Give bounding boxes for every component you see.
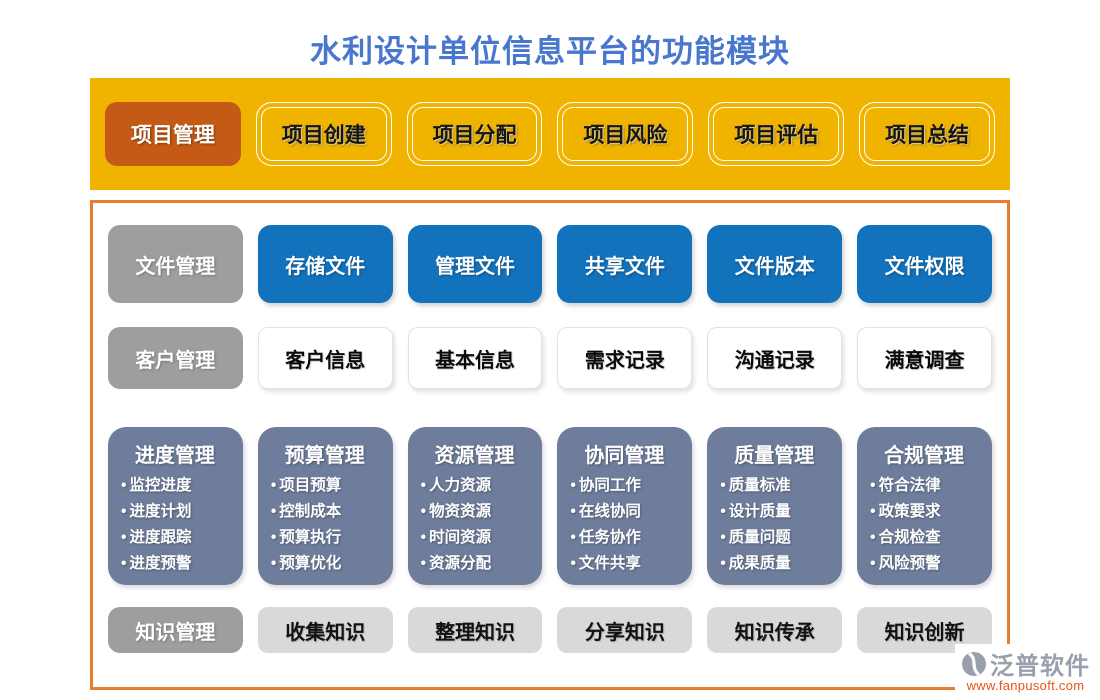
- row-label-knowledge-management[interactable]: 知识管理: [108, 607, 243, 653]
- panel-title: 协同管理: [584, 445, 665, 467]
- btn-file-permissions[interactable]: 文件权限: [857, 225, 992, 303]
- btn-knowledge-innovation[interactable]: 知识创新: [857, 607, 992, 653]
- panel-item: 在线协同: [570, 499, 688, 525]
- panel-item: 资源分配: [421, 551, 539, 577]
- panel-item: 风险预警: [870, 551, 988, 577]
- panel-item: 物资资源: [421, 499, 539, 525]
- panel-item: 预算执行: [271, 525, 389, 551]
- panel-item: 预算优化: [271, 551, 389, 577]
- panel-resource-management[interactable]: 资源管理 人力资源 物资资源 时间资源 资源分配: [407, 427, 543, 585]
- logo-name: 泛普软件: [990, 654, 1090, 680]
- btn-store-files[interactable]: 存储文件: [257, 225, 393, 303]
- panel-item: 监控进度: [121, 473, 239, 499]
- panel-item: 成果质量: [720, 551, 838, 577]
- panel-title: 资源管理: [434, 445, 515, 467]
- panel-item: 文件共享: [570, 551, 688, 577]
- panel-item: 合规检查: [870, 525, 988, 551]
- page-title: 水利设计单位信息平台的功能模块: [310, 34, 790, 69]
- panel-title: 进度管理: [134, 445, 215, 467]
- fanpu-logo-icon: [961, 651, 987, 677]
- panel-collaboration-management[interactable]: 协同管理 协同工作 在线协同 任务协作 文件共享: [557, 427, 693, 585]
- panel-budget-management[interactable]: 预算管理 项目预算 控制成本 预算执行 预算优化: [257, 427, 393, 585]
- btn-collect-knowledge[interactable]: 收集知识: [257, 607, 393, 653]
- panel-item: 协同工作: [570, 473, 688, 499]
- file-management-row: 文件管理 存储文件 管理文件 共享文件 文件版本 文件权限: [108, 225, 992, 303]
- row-label-file-management[interactable]: 文件管理: [108, 225, 243, 303]
- btn-manage-files[interactable]: 管理文件: [407, 225, 543, 303]
- sub-module-panels: 进度管理 监控进度 进度计划 进度跟踪 进度预警 预算管理 项目预算 控制成本 …: [108, 427, 992, 585]
- panel-item: 人力资源: [421, 473, 539, 499]
- panel-item: 进度计划: [121, 499, 239, 525]
- panel-title: 合规管理: [884, 445, 965, 467]
- btn-communication-records[interactable]: 沟通记录: [707, 327, 843, 389]
- panel-schedule-management[interactable]: 进度管理 监控进度 进度计划 进度跟踪 进度预警: [108, 427, 243, 585]
- customer-management-row: 客户管理 客户信息 基本信息 需求记录 沟通记录 满意调查: [108, 327, 992, 389]
- panel-item: 进度跟踪: [121, 525, 239, 551]
- project-management-banner: 项目管理 项目创建 项目分配 项目风险 项目评估 项目总结: [90, 78, 1010, 190]
- panel-item: 进度预警: [121, 551, 239, 577]
- btn-basic-info[interactable]: 基本信息: [407, 327, 543, 389]
- btn-share-knowledge[interactable]: 分享知识: [557, 607, 693, 653]
- banner-item-project-assign[interactable]: 项目分配: [406, 102, 543, 166]
- banner-item-project-risk[interactable]: 项目风险: [557, 102, 694, 166]
- panel-item: 任务协作: [570, 525, 688, 551]
- modules-panel: 文件管理 存储文件 管理文件 共享文件 文件版本 文件权限 客户管理 客户信息 …: [90, 200, 1010, 690]
- btn-file-versions[interactable]: 文件版本: [707, 225, 843, 303]
- panel-quality-management[interactable]: 质量管理 质量标准 设计质量 质量问题 成果质量: [707, 427, 843, 585]
- banner-item-project-evaluate[interactable]: 项目评估: [708, 102, 845, 166]
- panel-item: 设计质量: [720, 499, 838, 525]
- panel-item: 项目预算: [271, 473, 389, 499]
- banner-item-project-create[interactable]: 项目创建: [255, 102, 392, 166]
- btn-satisfaction-survey[interactable]: 满意调查: [857, 327, 992, 389]
- panel-item: 符合法律: [870, 473, 988, 499]
- panel-title: 质量管理: [734, 445, 815, 467]
- row-label-customer-management[interactable]: 客户管理: [108, 327, 243, 389]
- btn-knowledge-inheritance[interactable]: 知识传承: [707, 607, 843, 653]
- btn-share-files[interactable]: 共享文件: [557, 225, 693, 303]
- banner-label-project-management[interactable]: 项目管理: [105, 102, 241, 166]
- panel-compliance-management[interactable]: 合规管理 符合法律 政策要求 合规检查 风险预警: [857, 427, 992, 585]
- btn-organize-knowledge[interactable]: 整理知识: [407, 607, 543, 653]
- fanpu-logo[interactable]: 泛普软件 www.fanpusoft.com: [955, 644, 1096, 696]
- panel-item: 质量标准: [720, 473, 838, 499]
- btn-requirement-records[interactable]: 需求记录: [557, 327, 693, 389]
- panel-item: 时间资源: [421, 525, 539, 551]
- knowledge-management-row: 知识管理 收集知识 整理知识 分享知识 知识传承 知识创新: [108, 607, 992, 653]
- panel-title: 预算管理: [284, 445, 365, 467]
- btn-customer-info[interactable]: 客户信息: [257, 327, 393, 389]
- banner-item-project-summary[interactable]: 项目总结: [859, 102, 995, 166]
- panel-item: 质量问题: [720, 525, 838, 551]
- logo-url: www.fanpusoft.com: [966, 678, 1085, 693]
- panel-item: 控制成本: [271, 499, 389, 525]
- panel-item: 政策要求: [870, 499, 988, 525]
